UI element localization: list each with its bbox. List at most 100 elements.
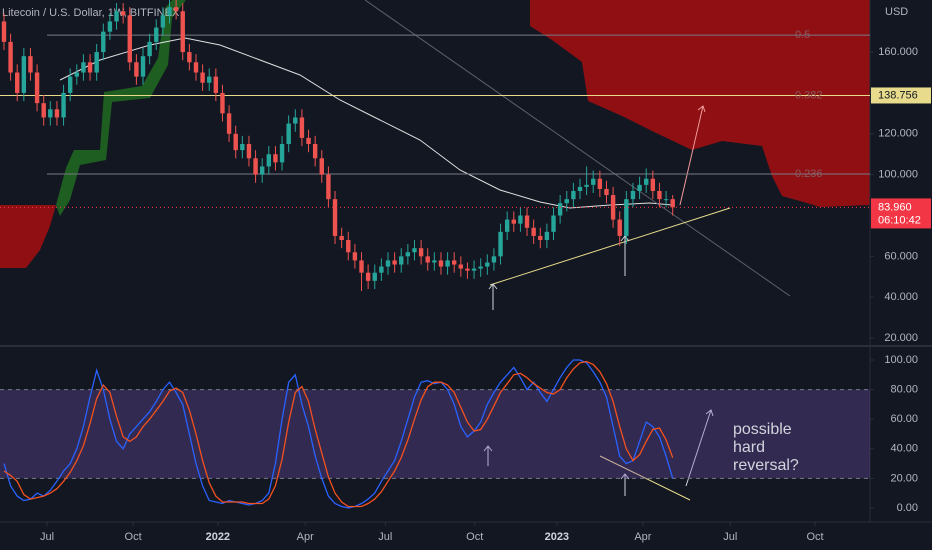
candle-body [339,235,344,241]
candle-body [538,235,543,241]
candle-body [346,240,351,253]
candle-body [518,215,523,224]
candle-body [418,248,424,257]
candle-body [584,184,589,187]
candle-body [630,190,636,200]
candle-body [577,186,583,191]
candle-body [160,15,166,28]
candle-body [180,11,185,53]
candle-body [107,21,113,32]
candle-body [432,260,437,263]
candle-body [273,154,278,163]
stoch-band [0,389,870,479]
candle-body [399,256,404,265]
candle-body [319,158,324,175]
candle-body [657,190,662,200]
candle-body [624,199,629,236]
candle-body [200,72,205,83]
cloud-red-left [0,205,56,268]
level-box [871,87,931,104]
candle-body [312,144,318,159]
x-tick-label: 2022 [206,531,230,543]
candle-body [279,144,285,163]
candle-body [41,103,46,118]
x-tick-label: Jul [40,531,54,543]
candle-body [385,260,391,267]
candle-body [54,109,60,118]
candle-body [604,188,609,196]
candle-body [299,117,305,138]
y-tick-label: 20.000 [884,332,918,344]
last-price-box [871,198,931,229]
candle-body [213,76,219,93]
candle-body [48,109,53,118]
candle-body [591,178,596,185]
y-tick-label: 80.00 [890,383,918,395]
fib-label: 0.236 [795,168,823,180]
candle-body [557,203,563,216]
candle-body [8,41,13,73]
candle-body [405,252,411,257]
chart-title: Litecoin / U.S. Dollar, 1W, BITFINEX [2,7,180,19]
candle-body [21,56,27,93]
candle-body [87,62,93,73]
candle-body [610,195,616,220]
candle-body [425,256,430,263]
candle-body [438,260,444,267]
y-tick-label: 60.00 [890,413,918,425]
candle-body [127,15,132,63]
candle-body [504,219,510,232]
x-tick-label: 2023 [545,531,569,543]
fib-label: 0.5 [795,29,810,41]
candle-body [74,72,80,77]
y-tick-label: 160.000 [878,46,918,58]
candle-body [379,266,384,273]
candle-body [478,266,483,269]
candle-body [101,31,106,53]
candle-body [253,158,258,175]
candle-body [226,113,232,134]
trend-line [364,0,791,297]
countdown: 06:10:42 [878,214,921,226]
candle-body [1,21,7,42]
y-tick-label: 40.00 [890,443,918,455]
candle-body [207,76,212,83]
candle-body [114,11,119,22]
y-tick-label: 100.000 [878,169,918,181]
candle-body [551,215,556,232]
candle-body [120,11,126,16]
x-tick-label: Oct [125,531,142,543]
y-tick-label: 40.000 [884,291,918,303]
candle-body [471,268,477,271]
candle-body [564,199,569,204]
candle-body [359,260,364,273]
support-line [489,207,731,286]
annotation: reversal? [733,457,799,474]
candle-body [637,184,642,191]
stoch-divergence [599,455,691,501]
candle-body [326,174,331,200]
candle-body [491,256,497,263]
candle-body [531,227,536,236]
x-tick-label: Jul [723,531,737,543]
candle-body [498,231,503,257]
candle-body [663,199,669,201]
candle-body [650,178,656,191]
stoch-line [3,359,674,509]
candle-body [61,92,66,118]
annotation: possible [733,421,792,438]
candle-body [81,62,86,73]
candle-body [465,268,470,271]
x-tick-label: Apr [297,531,314,543]
candle-body [452,260,457,265]
candle-body [597,178,603,189]
arrows [483,105,714,496]
candle-body [458,264,464,269]
candle-body [259,166,265,175]
candle-body [233,133,238,151]
annotation: hard [733,439,765,456]
cloud-green [56,0,186,216]
candle-body [134,62,139,77]
